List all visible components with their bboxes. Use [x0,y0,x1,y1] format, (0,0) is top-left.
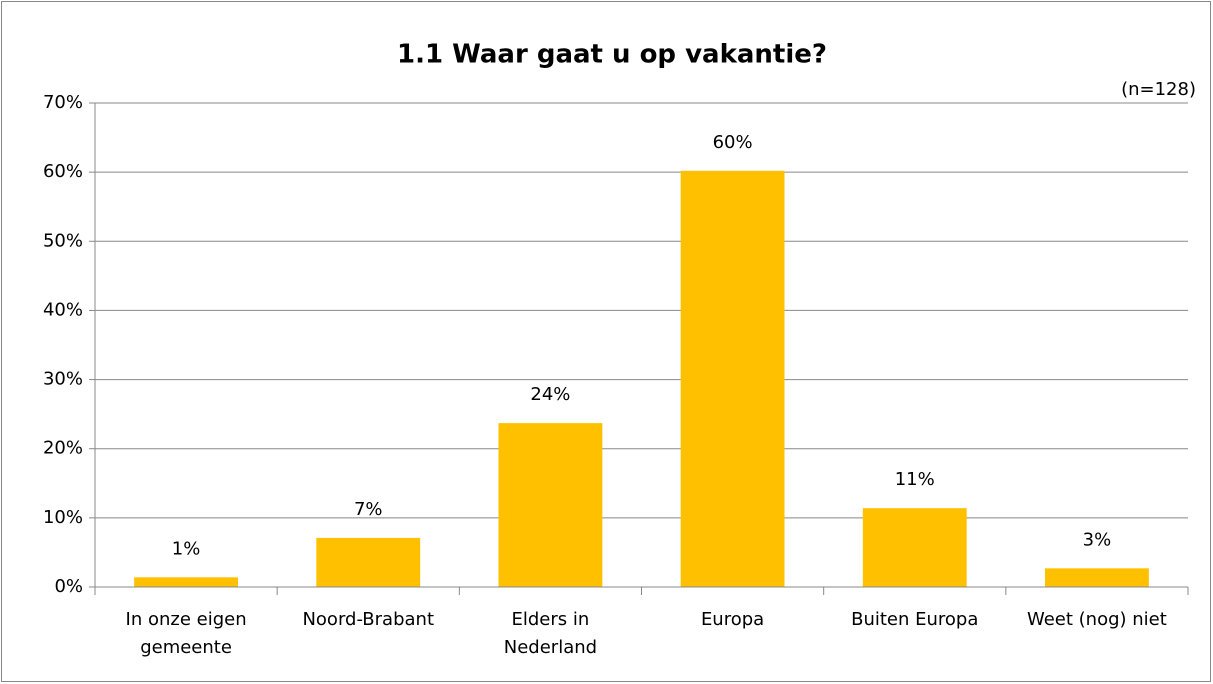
value-label: 7% [354,499,383,520]
y-tick-label: 40% [43,299,83,320]
x-tick-label: Buiten Europa [851,609,979,630]
x-tick-label: Elders in Nederland [503,609,598,658]
y-tick-label: 10% [43,507,83,528]
value-label: 60% [713,132,753,153]
chart-subtitle: (n=128) [1121,79,1196,100]
chart-title: 1.1 Waar gaat u op vakantie? [397,40,827,70]
value-label: 3% [1083,529,1112,550]
bar [862,508,967,587]
bar [680,170,785,587]
y-tick-label: 60% [43,161,83,182]
x-tick-label: Weet (nog) niet [1026,609,1167,630]
y-tick-label: 70% [43,92,83,113]
bar [316,537,421,587]
y-tick-label: 50% [43,230,83,251]
bar [498,423,603,587]
bar [1044,568,1149,587]
x-tick-label: Noord-Brabant [302,609,435,630]
value-label: 1% [172,538,201,559]
y-tick-label: 0% [54,576,83,597]
bar [134,577,239,587]
x-tick-label: In onze eigen gemeente [125,609,247,658]
y-tick-label: 30% [43,369,83,390]
value-label: 24% [530,384,570,405]
y-tick-label: 20% [43,438,83,459]
x-tick-label: Europa [700,609,765,630]
value-label: 11% [895,469,935,490]
